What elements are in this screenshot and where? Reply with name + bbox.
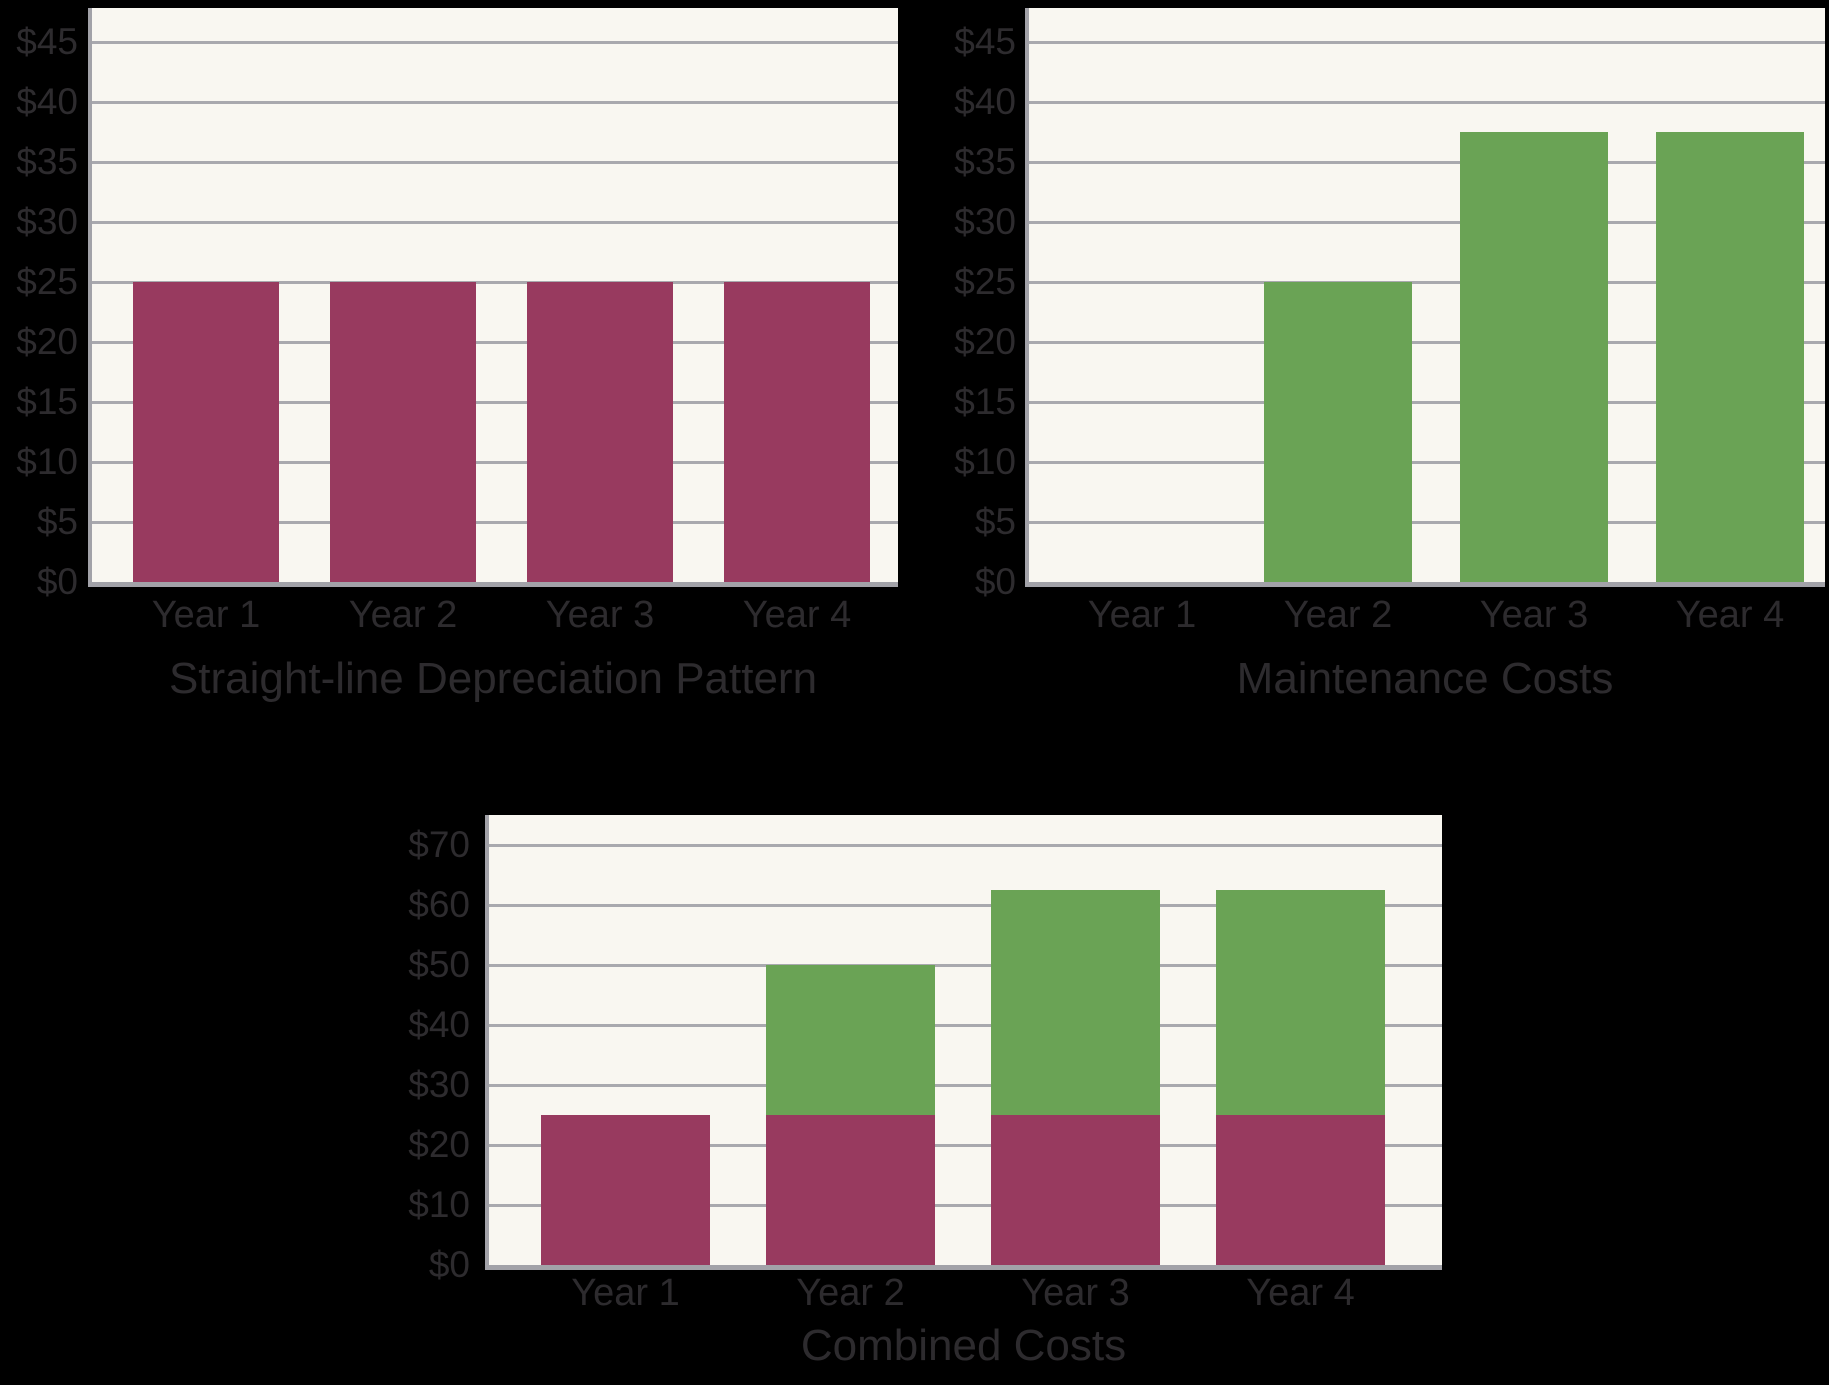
y-axis-tick-label: $40 [408, 1004, 470, 1045]
bar-depreciation [541, 1115, 710, 1265]
y-axis-tick-label: $15 [954, 381, 1016, 422]
gridline [88, 341, 898, 344]
gridline [485, 844, 1442, 847]
bar-maintenance [1216, 890, 1385, 1115]
y-axis-tick-label: $20 [954, 321, 1016, 362]
x-axis-category-label: Year 3 [1021, 1272, 1130, 1314]
bar-depreciation [527, 282, 673, 582]
gridline [1025, 161, 1825, 164]
gridline [1025, 521, 1825, 524]
y-axis-tick-label: $30 [408, 1064, 470, 1105]
gridline [1025, 461, 1825, 464]
bar-maintenance [1656, 132, 1804, 582]
y-axis-tick-label: $35 [16, 141, 78, 182]
y-axis-tick-label: $20 [408, 1124, 470, 1165]
x-axis-category-label: Year 4 [742, 594, 852, 636]
gridline [88, 401, 898, 404]
bar-depreciation [766, 1115, 935, 1265]
gridline [88, 221, 898, 224]
x-axis-category-label: Year 1 [151, 594, 261, 636]
x-axis-category-label: Year 1 [571, 1272, 680, 1314]
gridline [485, 964, 1442, 967]
gridline [485, 1204, 1442, 1207]
bar-depreciation [724, 282, 870, 582]
y-axis-tick-label: $40 [954, 81, 1016, 122]
y-axis-tick-label: $35 [954, 141, 1016, 182]
y-axis-line [1025, 8, 1029, 587]
bar-depreciation [1216, 1115, 1385, 1265]
y-axis-tick-label: $30 [16, 201, 78, 242]
gridline [485, 1084, 1442, 1087]
plot-area [1025, 8, 1825, 587]
y-axis-line [485, 815, 489, 1270]
gridline [1025, 341, 1825, 344]
y-axis-tick-label: $0 [36, 561, 78, 602]
x-axis-category-label: Year 4 [1246, 1272, 1355, 1314]
y-axis-tick-label: $40 [16, 81, 78, 122]
bar-maintenance [1264, 282, 1412, 582]
gridline [1025, 41, 1825, 44]
y-axis-tick-label: $0 [974, 561, 1016, 602]
x-axis-category-label: Year 3 [545, 594, 655, 636]
y-axis-tick-label: $10 [16, 441, 78, 482]
gridline [485, 1144, 1442, 1147]
y-axis-tick-label: $10 [954, 441, 1016, 482]
y-axis-tick-label: $0 [428, 1244, 470, 1285]
x-axis-line [485, 1265, 1442, 1270]
gridline [88, 461, 898, 464]
x-axis-line [1025, 582, 1825, 587]
plot-area [88, 8, 898, 587]
plot-area [485, 815, 1442, 1270]
gridline [1025, 101, 1825, 104]
gridline [1025, 281, 1825, 284]
bar-depreciation [133, 282, 279, 582]
x-axis-category-label: Year 3 [1479, 594, 1589, 636]
y-axis-tick-label: $60 [408, 884, 470, 925]
y-axis-tick-label: $25 [954, 261, 1016, 302]
y-axis-tick-label: $70 [408, 824, 470, 865]
y-axis-tick-label: $45 [16, 21, 78, 62]
x-axis-category-label: Year 4 [1675, 594, 1785, 636]
y-axis-tick-label: $10 [408, 1184, 470, 1225]
gridline [88, 101, 898, 104]
bar-maintenance [1460, 132, 1608, 582]
gridline [88, 281, 898, 284]
bar-maintenance [991, 890, 1160, 1115]
x-axis-category-label: Year 2 [796, 1272, 905, 1314]
gridline [485, 1024, 1442, 1027]
y-axis-tick-label: $30 [954, 201, 1016, 242]
chart-title: Straight-line Depreciation Pattern [168, 654, 818, 703]
x-axis-category-label: Year 2 [1283, 594, 1393, 636]
x-axis-category-label: Year 2 [348, 594, 458, 636]
chart-title: Combined Costs [800, 1321, 1127, 1370]
y-axis-line [88, 8, 92, 587]
gridline [88, 161, 898, 164]
gridline [88, 41, 898, 44]
y-axis-tick-label: $15 [16, 381, 78, 422]
chart-title: Maintenance Costs [1236, 654, 1614, 703]
gridline [88, 521, 898, 524]
bar-maintenance [766, 965, 935, 1115]
y-axis-tick-label: $25 [16, 261, 78, 302]
y-axis-tick-label: $50 [408, 944, 470, 985]
gridline [485, 904, 1442, 907]
y-axis-tick-label: $20 [16, 321, 78, 362]
x-axis-line [88, 582, 898, 587]
bar-depreciation [991, 1115, 1160, 1265]
y-axis-tick-label: $5 [36, 501, 78, 542]
y-axis-tick-label: $5 [974, 501, 1016, 542]
gridline [1025, 221, 1825, 224]
gridline [1025, 401, 1825, 404]
bar-depreciation [330, 282, 476, 582]
x-axis-category-label: Year 1 [1087, 594, 1197, 636]
y-axis-tick-label: $45 [954, 21, 1016, 62]
